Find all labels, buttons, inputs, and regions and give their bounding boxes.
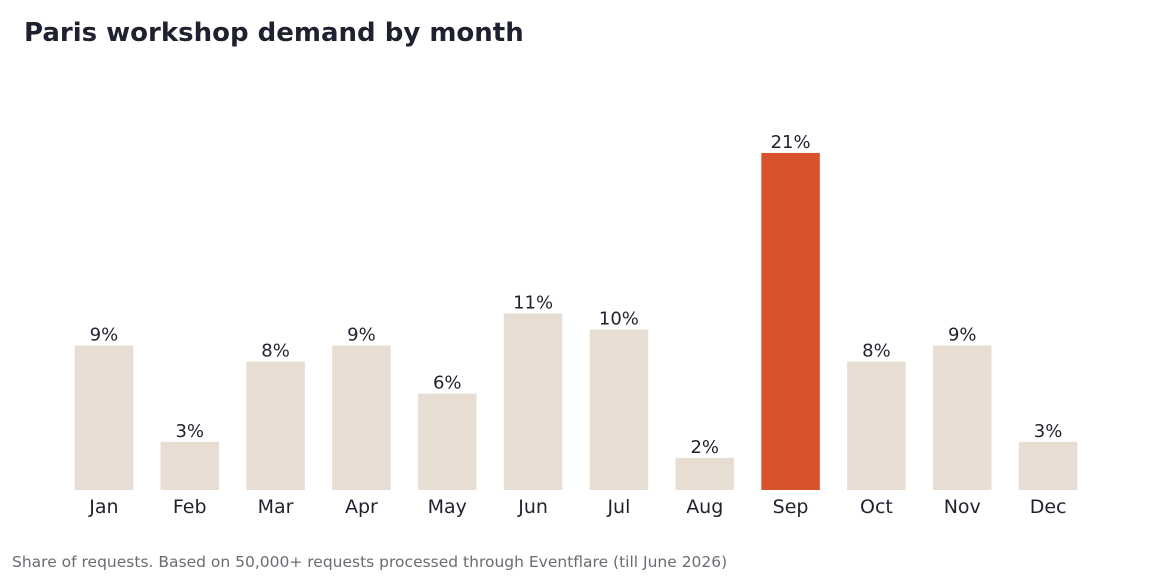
tick-label-apr: Apr [345, 496, 378, 518]
bar-apr [332, 345, 391, 490]
bar-nov [933, 345, 992, 490]
tick-label-aug: Aug [686, 496, 723, 518]
value-label-may: 6% [433, 373, 462, 394]
tick-label-dec: Dec [1030, 496, 1067, 518]
value-labels-layer: 9% 3% 8% 9% 6% 11% 10% 2% 21% 8% 9% 3% [90, 132, 1063, 458]
bar-jan [74, 345, 134, 490]
tick-label-sep: Sep [773, 496, 809, 518]
value-label-nov: 9% [948, 325, 977, 346]
bar-dec [1018, 441, 1078, 490]
tick-label-may: May [428, 496, 467, 518]
value-label-mar: 8% [261, 341, 290, 362]
value-label-feb: 3% [175, 421, 204, 442]
bar-may [418, 393, 477, 490]
tick-label-jan: Jan [88, 496, 118, 518]
value-label-aug: 2% [690, 437, 719, 458]
bar-jul [589, 329, 649, 490]
value-label-apr: 9% [347, 325, 376, 346]
tick-label-jul: Jul [606, 496, 630, 518]
value-label-jun: 11% [513, 292, 553, 313]
bar-sep [761, 152, 820, 490]
tick-label-nov: Nov [944, 496, 981, 518]
tick-label-jun: Jun [517, 496, 548, 518]
tick-label-feb: Feb [173, 496, 207, 518]
value-label-jan: 9% [90, 325, 119, 346]
bar-oct [847, 361, 906, 490]
tick-label-oct: Oct [860, 496, 893, 518]
bar-jun [503, 313, 563, 490]
bars-layer [74, 152, 1078, 490]
bar-mar [246, 361, 305, 490]
chart-title: Paris workshop demand by month [24, 18, 524, 48]
x-axis-tick-labels: Jan Feb Mar Apr May Jun Jul Aug Sep Oct Nov Dec [88, 496, 1066, 518]
value-label-jul: 10% [599, 309, 639, 330]
tick-label-mar: Mar [258, 496, 294, 518]
bar-feb [160, 441, 219, 490]
value-label-oct: 8% [862, 341, 891, 362]
value-label-sep: 21% [771, 132, 811, 153]
value-label-dec: 3% [1034, 421, 1063, 442]
bar-aug [675, 457, 734, 490]
chart-footnote: Share of requests. Based on 50,000+ requ… [12, 553, 728, 571]
